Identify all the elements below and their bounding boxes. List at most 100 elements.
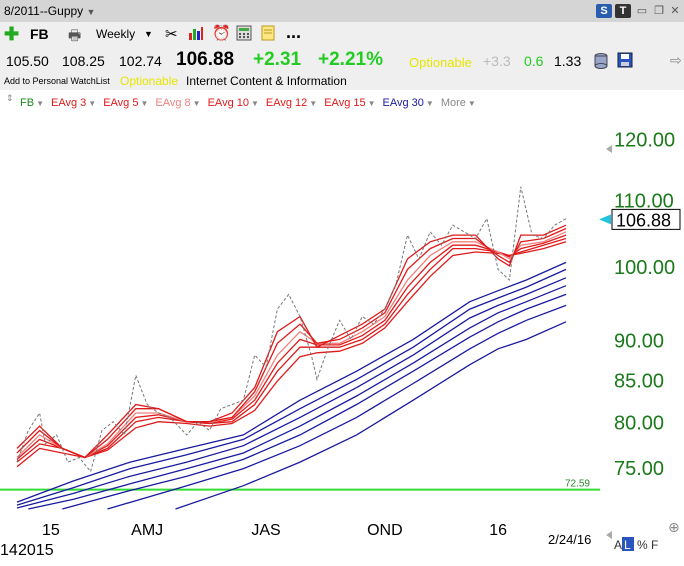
last-date-label: 2/24/16: [548, 532, 591, 547]
legend-item-label: More: [440, 97, 466, 109]
legend-item-label: EAvg 30: [382, 97, 424, 109]
note-icon[interactable]: [261, 25, 275, 46]
legend-item-label: EAvg 3: [50, 97, 87, 109]
open-price: 105.50: [6, 53, 49, 69]
optionable-label: Optionable: [120, 74, 179, 88]
legend-item-eavg-8[interactable]: EAvg 8 ▼: [155, 97, 200, 109]
calculator-icon[interactable]: [236, 25, 252, 46]
price-line: [16, 186, 567, 473]
legend-item-label: EAvg 15: [324, 97, 366, 109]
legend-item-eavg-3[interactable]: EAvg 3 ▼: [51, 97, 96, 109]
legend-dropdown-icon[interactable]: ▼: [192, 99, 201, 108]
legend-item-label: FB: [20, 97, 35, 109]
y-tick-label: 75.00: [614, 458, 664, 480]
price-chart[interactable]: 72.59 75.00 80.00 85.00 90.00 100.00 110.00 120…: [0, 110, 684, 561]
legend-dropdown-icon[interactable]: ▼: [36, 99, 44, 108]
red-ema-line-eavg-10: [16, 234, 567, 460]
legend-items: FB ▼ EAvg 3 ▼ EAvg 5 ▼ EAvg 8 ▼ EAvg 10 ▼ EAvg 12 ▼…: [20, 93, 483, 111]
save-icon[interactable]: [617, 52, 633, 73]
overflow-arrow-icon[interactable]: ⇨: [670, 52, 682, 68]
red-ema-line-eavg-3: [16, 224, 567, 459]
indicators-icon[interactable]: [188, 25, 204, 46]
blue-ema-line-3: [16, 277, 567, 509]
symbol-label[interactable]: FB: [30, 26, 49, 42]
print-icon[interactable]: 🖶: [68, 27, 82, 43]
red-ema-line-eavg-15: [16, 241, 567, 468]
window-title-text: 8/2011--Guppy: [4, 4, 84, 18]
quote-extra-2: 0.6: [524, 53, 544, 69]
legend-item-eavg-15[interactable]: EAvg 15 ▼: [324, 97, 375, 109]
legend-item-eavg-5[interactable]: EAvg 5 ▼: [103, 97, 148, 109]
legend-item-label: EAvg 12: [265, 97, 308, 109]
info-row: Add to Personal WatchList Optionable Int…: [0, 74, 684, 90]
close-icon[interactable]: ✕: [670, 5, 680, 17]
axis-scroll-up-icon[interactable]: [606, 145, 612, 153]
chart-area[interactable]: 72.59 75.00 80.00 85.00 90.00 100.00 110.00 120…: [0, 110, 684, 561]
quote-row: 105.50 108.25 102.74 106.88 +2.31 +2.21%…: [0, 48, 684, 74]
timeframe-dropdown-icon[interactable]: ▼: [144, 29, 153, 39]
y-tick-label: 90.00: [614, 330, 664, 352]
t-button[interactable]: T: [615, 4, 631, 18]
blue-ema-line-5: [62, 293, 567, 510]
legend-dropdown-icon[interactable]: ▼: [425, 99, 434, 108]
price-change: +2.31: [253, 49, 302, 70]
s-button[interactable]: S: [596, 4, 612, 18]
x-tick-label: OND: [367, 522, 403, 539]
legend-item-more[interactable]: More ▼: [441, 97, 476, 109]
x-tick-label: JAS: [251, 522, 280, 539]
low-price: 102.74: [119, 53, 162, 69]
blue-ema-line-7: [175, 321, 567, 510]
y-tick-label: 85.00: [614, 370, 664, 392]
y-tick-label: 120.00: [614, 130, 675, 152]
legend-item-label: EAvg 5: [103, 97, 139, 109]
support-line-label: 72.59: [565, 479, 590, 490]
crosshair-icon[interactable]: ⊕: [668, 520, 680, 536]
add-plus-icon[interactable]: ✚: [4, 24, 20, 44]
toolbar-symbol-row: ✚ FB 🖶 Weekly ▼ ✂ ⏰ ...: [0, 22, 684, 48]
last-price-label: 106.88: [616, 210, 671, 230]
legend-dropdown-icon[interactable]: ▼: [88, 99, 97, 108]
legend-item-eavg-30[interactable]: EAvg 30 ▼: [383, 97, 434, 109]
timeframe-select[interactable]: Weekly: [96, 27, 135, 41]
legend-item-label: EAvg 10: [207, 97, 249, 109]
database-icon[interactable]: [594, 53, 608, 74]
y-tick-label: 110.00: [614, 190, 674, 212]
title-bar: 8/2011--Guppy ▼ S T ▭ ❐ ✕: [0, 0, 684, 23]
indicator-legend: ⇕ FB ▼ EAvg 3 ▼ EAvg 5 ▼ EAvg 8 ▼ EAvg 10 ▼ EAvg 1…: [0, 90, 684, 110]
minimize-icon[interactable]: ▭: [636, 5, 648, 17]
alarm-clock-icon[interactable]: ⏰: [212, 25, 231, 42]
x-tick-label: 15: [42, 522, 60, 539]
blue-ema-line-4: [28, 285, 567, 510]
legend-item-eavg-12[interactable]: EAvg 12 ▼: [266, 97, 317, 109]
legend-dropdown-icon[interactable]: ▼: [467, 99, 476, 108]
year-label: 2015: [18, 542, 54, 559]
log-scale-active-bg: [622, 537, 634, 551]
optionable-badge: Optionable: [409, 55, 472, 70]
legend-dropdown-icon[interactable]: ▼: [140, 99, 149, 108]
legend-item-eavg-10[interactable]: EAvg 10 ▼: [208, 97, 259, 109]
legend-dropdown-icon[interactable]: ▼: [250, 99, 259, 108]
restore-icon[interactable]: ❐: [654, 5, 664, 17]
legend-dropdown-icon[interactable]: ▼: [367, 99, 376, 108]
last-price-box: [611, 208, 681, 230]
scale-button-l[interactable]: L: [624, 538, 631, 552]
last-price: 106.88: [176, 49, 235, 70]
legend-item-fb[interactable]: FB ▼: [20, 97, 44, 109]
scale-button-pct[interactable]: %: [637, 538, 648, 552]
add-watchlist-link[interactable]: Add to Personal WatchList: [4, 76, 110, 86]
legend-expand-icon[interactable]: ⇕: [6, 93, 14, 103]
y-tick-label: 80.00: [614, 413, 664, 435]
scale-button-a[interactable]: A: [614, 538, 622, 552]
tools-icon[interactable]: ✂: [165, 26, 178, 43]
title-dropdown-icon[interactable]: ▼: [86, 7, 96, 17]
red-ema-line-eavg-12: [16, 237, 567, 463]
axis-scroll-down-icon[interactable]: [606, 531, 612, 539]
blue-ema-line-2: [16, 268, 567, 506]
red-ema-line-eavg-8: [16, 231, 567, 459]
price-change-pct: +2.21%: [318, 49, 383, 70]
more-tools-button[interactable]: ...: [286, 22, 302, 42]
legend-dropdown-icon[interactable]: ▼: [309, 99, 318, 108]
year-label: 14: [0, 542, 18, 559]
blue-ema-line-6: [107, 304, 567, 510]
scale-button-f[interactable]: F: [651, 538, 658, 552]
